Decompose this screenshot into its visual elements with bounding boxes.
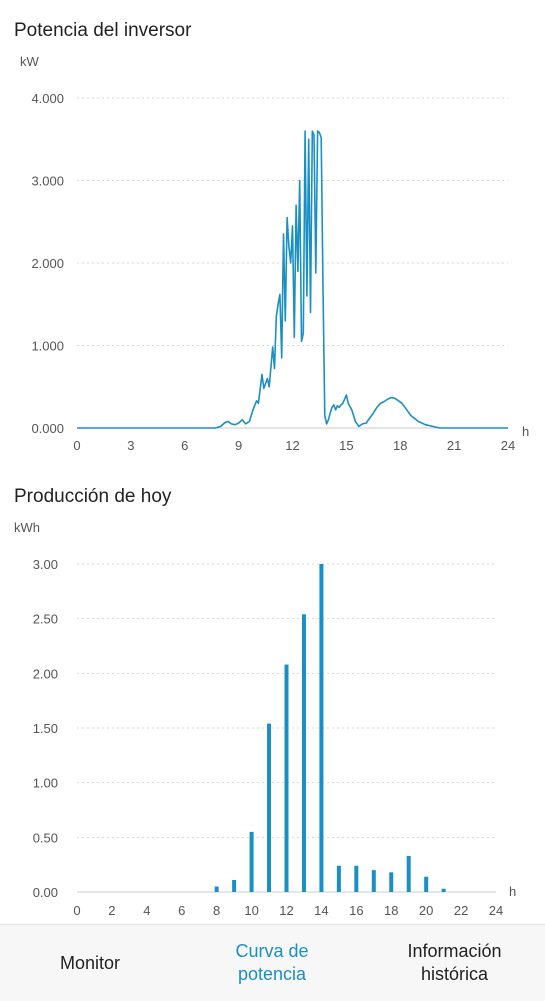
tab-monitor-label: Monitor [59, 952, 121, 973]
x-tick-label: 12 [285, 438, 299, 453]
x-tick-label: 20 [419, 903, 433, 918]
production-bar [336, 865, 341, 892]
x-tick-label: 22 [454, 903, 468, 918]
x-tick-label: 24 [489, 903, 503, 918]
x-tick-label: 21 [447, 438, 461, 453]
bottom-navigation: Monitor Curva de potencia Información hi… [0, 924, 545, 1001]
x-tick-label: 16 [349, 903, 363, 918]
x-tick-label: 14 [314, 903, 328, 918]
y-tick-label: 4.000 [31, 91, 64, 106]
x-tick-label: 18 [384, 903, 398, 918]
production-bar [389, 872, 394, 892]
tab-historical-info[interactable]: Información histórica [364, 925, 545, 1001]
y-tick-label: 1.000 [31, 339, 64, 354]
production-bar [424, 876, 429, 892]
x-tick-label: 15 [339, 438, 353, 453]
production-bar [232, 879, 237, 892]
x-tick-label: 0 [73, 903, 80, 918]
y-tick-label: 2.50 [33, 612, 58, 627]
y-tick-label: 0.000 [31, 421, 64, 436]
production-bar [441, 888, 446, 892]
y-tick-label: 3.00 [33, 557, 58, 572]
y-tick-label: 0.50 [33, 830, 58, 845]
inverter-power-chart: kW 0.000 1.000 2.000 3.000 4.000 0 3 6 9 12 15 18 21 2… [20, 54, 529, 453]
y-axis-unit: kW [20, 54, 40, 69]
x-tick-label: 9 [235, 438, 242, 453]
production-chart-title: Producción de hoy [14, 486, 172, 507]
production-bar [267, 723, 272, 892]
x-tick-label: 6 [181, 438, 188, 453]
y-axis-unit: kWh [14, 520, 40, 535]
production-bar [371, 870, 376, 892]
x-tick-label: 10 [244, 903, 258, 918]
x-tick-label: 6 [178, 903, 185, 918]
production-bar [406, 855, 411, 892]
x-tick-label: 8 [213, 903, 220, 918]
x-axis-unit: h [522, 424, 529, 439]
x-tick-label: 3 [127, 438, 134, 453]
tab-power-curve[interactable]: Curva de potencia [182, 925, 362, 1001]
x-tick-label: 0 [73, 438, 80, 453]
y-tick-label: 1.00 [33, 776, 58, 791]
production-bar [301, 614, 306, 892]
x-tick-label: 2 [108, 903, 115, 918]
production-bar [249, 831, 254, 892]
production-bar [319, 564, 324, 892]
power-chart-title: Potencia del inversor [14, 20, 192, 41]
y-tick-label: 3.000 [31, 174, 64, 189]
tab-monitor[interactable]: Monitor [0, 925, 180, 1001]
y-tick-label: 0.00 [33, 885, 58, 900]
x-tick-label: 12 [279, 903, 293, 918]
production-bar [354, 865, 359, 892]
tab-power-curve-label: Curva de potencia [235, 941, 309, 984]
y-tick-label: 2.000 [31, 256, 64, 271]
production-bar [214, 886, 219, 892]
x-tick-label: 4 [143, 903, 150, 918]
x-tick-label: 18 [393, 438, 407, 453]
y-tick-label: 2.00 [33, 666, 58, 681]
tab-historical-info-label: Información histórica [407, 941, 502, 984]
power-series-line [77, 130, 508, 429]
y-tick-label: 1.50 [33, 721, 58, 736]
production-bar [284, 664, 289, 892]
x-tick-label: 24 [501, 438, 515, 453]
x-axis-unit: h [509, 884, 516, 899]
